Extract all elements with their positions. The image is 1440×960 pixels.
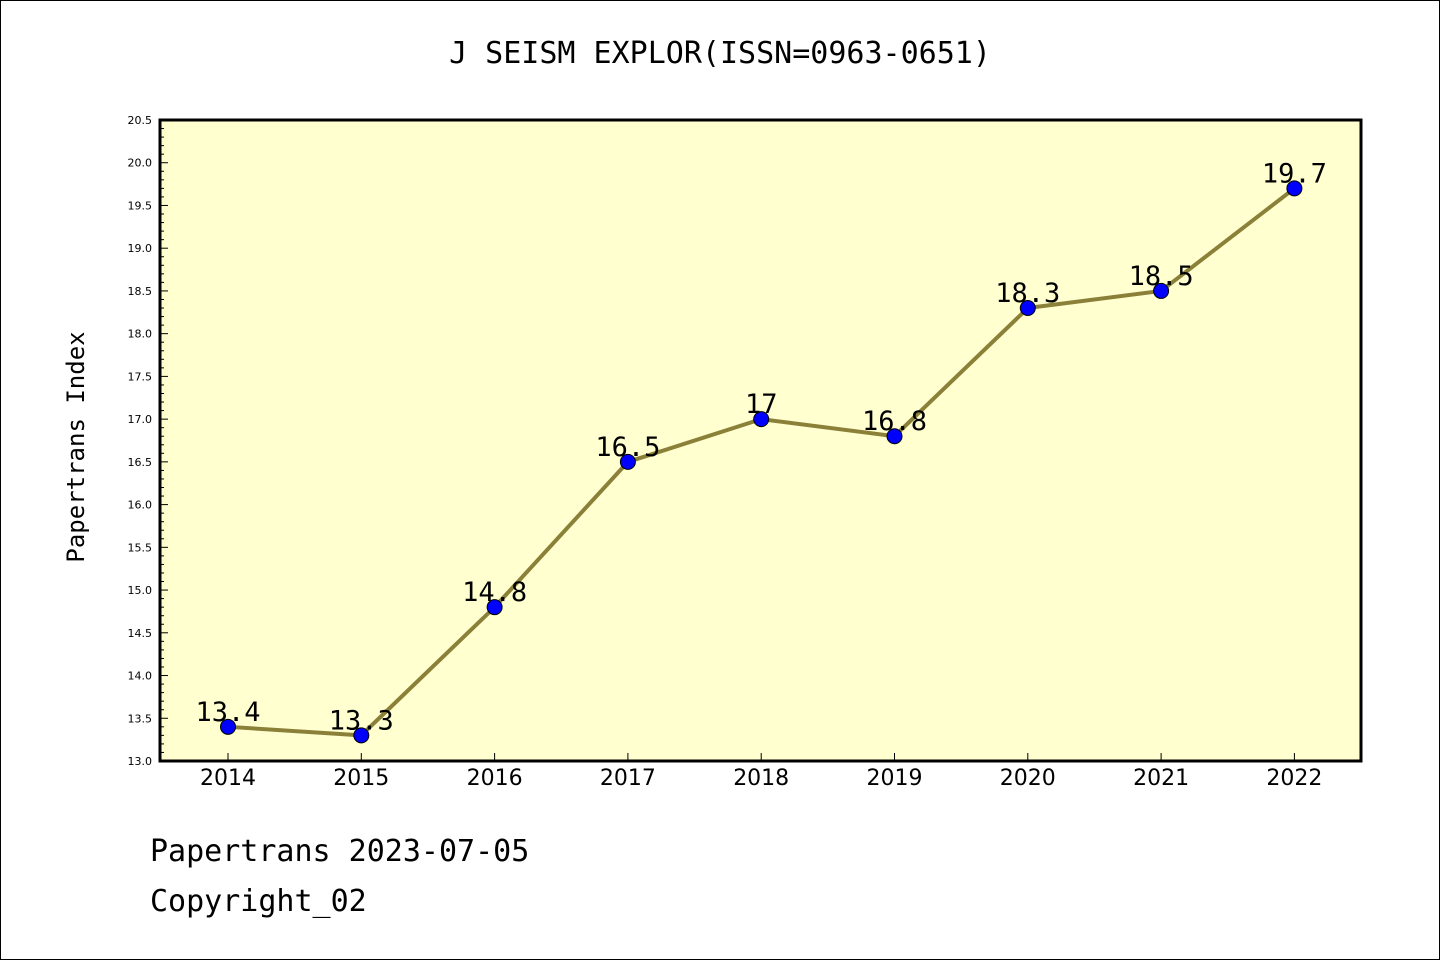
y-tick-label: 20.5 <box>128 114 153 127</box>
x-tick-label: 2015 <box>333 766 389 791</box>
y-tick-label: 13.0 <box>128 755 153 768</box>
data-label: 16.8 <box>862 406 927 437</box>
y-tick-label: 18.5 <box>128 285 153 298</box>
data-point <box>220 718 236 735</box>
data-label: 19.7 <box>1262 158 1327 189</box>
data-point <box>1153 282 1170 299</box>
x-tick-label: 2021 <box>1133 766 1189 791</box>
y-tick-label: 13.5 <box>128 712 153 725</box>
x-axis: 2014 2015 2016 2017 2018 2019 2020 2021 2022 <box>200 753 1322 791</box>
x-tick-label: 2020 <box>1000 766 1056 791</box>
y-tick-label: 20.0 <box>128 157 153 170</box>
data-point <box>753 411 770 428</box>
data-label: 13.3 <box>329 705 394 736</box>
footer-date: Papertrans 2023-07-05 <box>150 834 530 869</box>
data-point <box>486 599 503 616</box>
series-group <box>220 180 1303 744</box>
plot-area <box>158 118 1363 763</box>
x-tick-label: 2017 <box>600 766 656 791</box>
data-point <box>619 453 636 470</box>
data-label: 17 <box>745 389 778 420</box>
y-tick-label: 16.5 <box>128 456 153 469</box>
x-tick-label: 2016 <box>467 766 523 791</box>
y-tick-label: 14.0 <box>128 670 153 683</box>
y-tick-label: 16.0 <box>128 499 153 512</box>
data-point <box>1019 300 1036 317</box>
y-tick-label: 17.5 <box>128 370 153 383</box>
x-tick-label: 2018 <box>733 766 789 791</box>
y-tick-label: 15.0 <box>128 584 153 597</box>
x-tick-label: 2019 <box>867 766 923 791</box>
data-label: 18.5 <box>1129 261 1194 292</box>
footer-copyright: Copyright_02 <box>150 884 367 919</box>
chart-title: J SEISM EXPLOR(ISSN=0963-0651) <box>449 36 991 71</box>
y-axis: 13.0 13.5 14.0 14.5 15.0 15.5 16.0 16.5 17.0 17.5… <box>128 114 168 768</box>
y-tick-label: 14.5 <box>128 627 153 640</box>
data-label: 14.8 <box>462 577 527 608</box>
y-tick-label: 18.0 <box>128 328 153 341</box>
y-tick-label: 15.5 <box>128 541 153 554</box>
x-tick-label: 2022 <box>1266 766 1322 791</box>
data-point <box>1286 180 1303 197</box>
y-tick-label: 19.5 <box>128 199 153 212</box>
data-point <box>353 727 370 744</box>
data-point <box>886 428 903 445</box>
data-label: 16.5 <box>595 432 660 463</box>
y-tick-label: 17.0 <box>128 413 153 426</box>
data-label: 13.4 <box>195 697 260 728</box>
data-label: 18.3 <box>995 278 1060 309</box>
data-labels: 13.4 13.3 14.8 16.5 17 16.8 18.3 18.5 19.7 <box>195 158 1326 736</box>
y-tick-label: 19.0 <box>128 242 153 255</box>
x-tick-label: 2014 <box>200 766 256 791</box>
